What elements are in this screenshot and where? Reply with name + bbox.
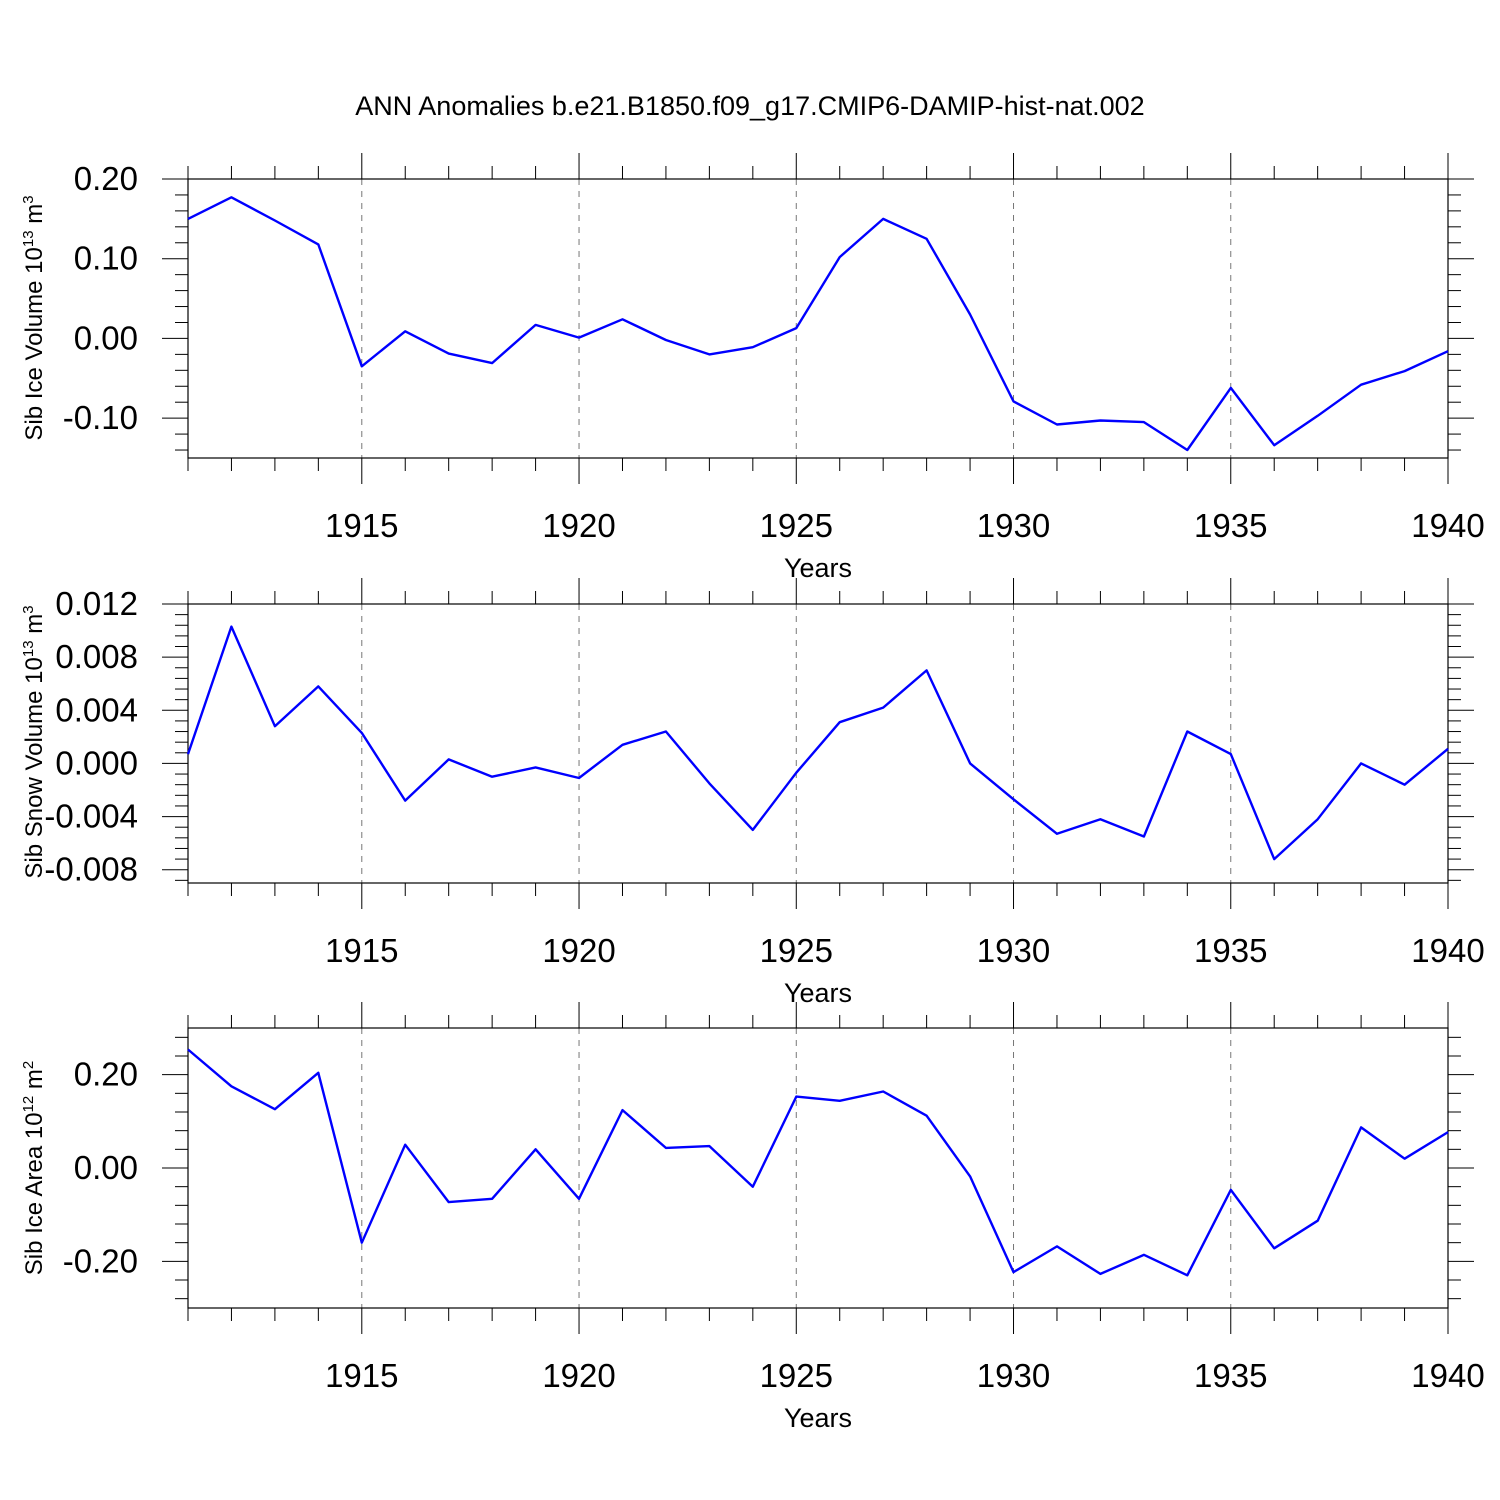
y-tick-label: 0.20: [74, 160, 138, 197]
x-tick-label: 1925: [760, 507, 833, 544]
x-tick-label: 1930: [977, 932, 1050, 969]
panel-2: 0.012 0.008 0.004 0.000 -0.004 -0.008 1915 1920…: [20, 578, 1485, 1008]
series-line: [187, 196, 1449, 452]
x-tick-label: 1935: [1194, 1357, 1267, 1394]
x-tick-label: 1930: [977, 1357, 1050, 1394]
y-tick-label: 0.20: [74, 1056, 138, 1093]
y-tick-label: -0.10: [63, 399, 138, 436]
series-line: [186, 625, 1449, 861]
series-line: [187, 1048, 1449, 1277]
chart-title: ANN Anomalies b.e21.B1850.f09_g17.CMIP6-…: [355, 91, 1144, 121]
x-tick-label: 1915: [325, 932, 398, 969]
x-tick-label: 1915: [325, 1357, 398, 1394]
y-tick-label: 0.00: [74, 1149, 138, 1186]
y-tick-label: -0.008: [44, 851, 138, 888]
y-tick-label: -0.20: [63, 1242, 138, 1279]
x-tick-label: 1935: [1194, 932, 1267, 969]
x-tick-label: 1920: [542, 507, 615, 544]
panels: 0.20 0.10 0.00 -0.10 1915 1920 1925 1930 1935 194…: [20, 153, 1485, 1433]
y-tick-label: 0.10: [74, 240, 138, 277]
y-tick-label: 0.012: [55, 585, 138, 622]
x-tick-label: 1940: [1411, 507, 1484, 544]
x-tick-label: 1920: [542, 932, 615, 969]
x-tick-label: 1915: [325, 507, 398, 544]
y-axis-label: Sib Ice Area 1012 m2: [20, 1061, 48, 1275]
y-tick-label: -0.004: [44, 798, 138, 835]
x-axis-label: Years: [784, 978, 852, 1008]
y-tick-label: 0.004: [55, 691, 138, 728]
panel-1: 0.20 0.10 0.00 -0.10 1915 1920 1925 1930 1935 194…: [20, 153, 1485, 583]
x-tick-label: 1925: [760, 932, 833, 969]
y-axis-label: Sib Snow Volume 1013 m3: [20, 605, 48, 878]
plot-frame: [187, 1027, 1449, 1309]
x-tick-label: 1925: [760, 1357, 833, 1394]
y-axis-label: Sib Ice Volume 1013 m3: [20, 195, 48, 440]
y-tick-label: 0.000: [55, 744, 138, 781]
y-tick-label: 0.00: [74, 319, 138, 356]
plot-frame: [187, 603, 1449, 884]
x-tick-label: 1930: [977, 507, 1050, 544]
y-tick-label: 0.008: [55, 638, 138, 675]
panel-3: 0.20 0.00 -0.20 1915 1920 1925 1930 1935 1940 Yea…: [20, 1002, 1485, 1433]
x-axis-label: Years: [784, 1403, 852, 1433]
x-tick-label: 1935: [1194, 507, 1267, 544]
x-tick-label: 1940: [1411, 1357, 1484, 1394]
x-axis-label: Years: [784, 553, 852, 583]
plot-frame: [187, 178, 1449, 459]
x-tick-label: 1940: [1411, 932, 1484, 969]
x-tick-label: 1920: [542, 1357, 615, 1394]
